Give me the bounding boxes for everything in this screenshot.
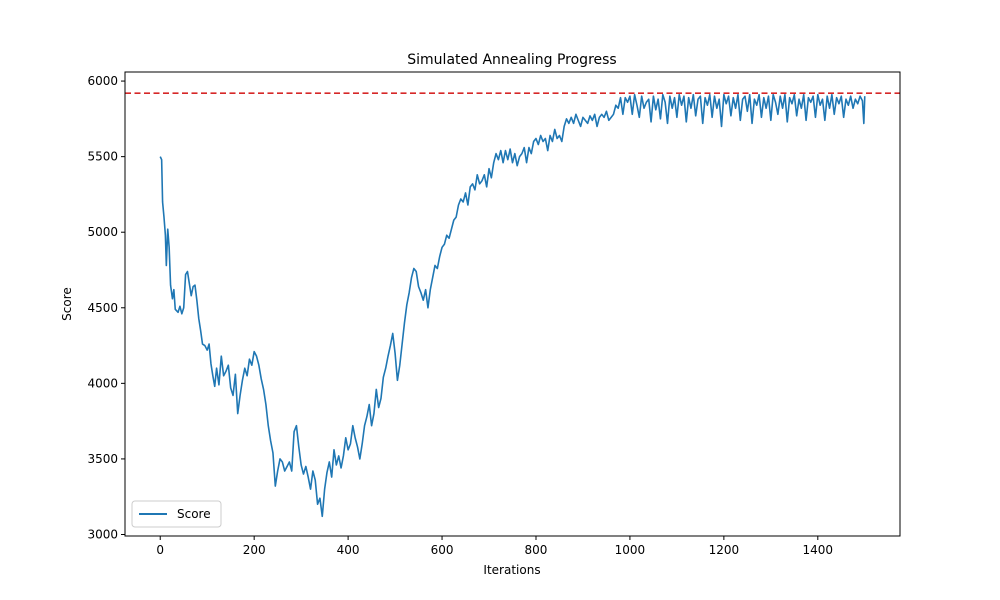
- x-tick-label: 0: [156, 543, 164, 557]
- chart-title: Simulated Annealing Progress: [407, 52, 616, 68]
- y-tick-label: 4500: [87, 301, 118, 315]
- y-tick-label: 3500: [87, 452, 118, 466]
- legend-label: Score: [177, 507, 211, 521]
- x-tick-label: 1200: [709, 543, 740, 557]
- series-line-score: [159, 93, 866, 518]
- axis-ticks: 0 200 400 600 800 1000 1200 1400 3000 3500 4000 450…: [87, 74, 833, 557]
- plot-area: [125, 92, 900, 518]
- x-tick-label: 400: [337, 543, 360, 557]
- y-tick-label: 6000: [87, 74, 118, 88]
- x-tick-label: 1400: [803, 543, 834, 557]
- x-tick-label: 200: [243, 543, 266, 557]
- plot-frame: [124, 71, 901, 537]
- y-tick-label: 5500: [87, 150, 118, 164]
- x-axis-label: Iterations: [483, 563, 540, 577]
- y-tick-label: 3000: [87, 527, 118, 541]
- x-tick-label: 600: [431, 543, 454, 557]
- y-axis-label: Score: [60, 287, 74, 321]
- x-tick-label: 1000: [615, 543, 646, 557]
- x-tick-label: 800: [525, 543, 548, 557]
- legend: Score: [131, 500, 222, 528]
- y-tick-label: 5000: [87, 225, 118, 239]
- legend-box: [131, 500, 222, 528]
- y-tick-label: 4000: [87, 376, 118, 390]
